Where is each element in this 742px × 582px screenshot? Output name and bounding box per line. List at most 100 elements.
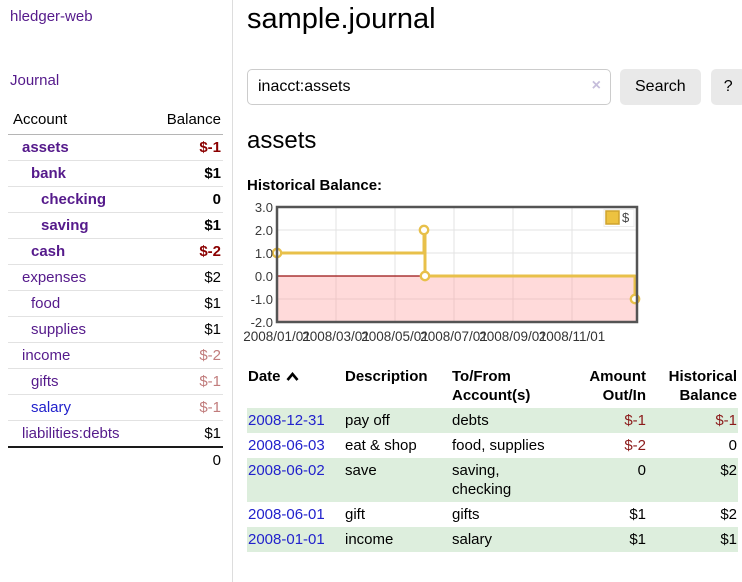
transaction-description: income (345, 531, 394, 548)
transaction-balance: 0 (728, 437, 737, 454)
accounts-total-value: 0 (146, 446, 223, 473)
account-heading: assets (247, 127, 317, 154)
balance-header-line1: Historical (668, 368, 737, 385)
transaction-amount: $-1 (624, 412, 646, 429)
account-balance: $1 (146, 212, 223, 239)
page-title: sample.journal (247, 3, 436, 35)
accounts-header-row: Account Balance (8, 106, 223, 135)
transaction-balance: $-1 (715, 412, 737, 429)
account-link-cash[interactable]: cash (31, 243, 66, 260)
account-balance: $-2 (146, 238, 223, 265)
account-balance: $1 (146, 290, 223, 317)
search-button[interactable]: Search (620, 69, 701, 105)
account-row: cash $-2 (8, 238, 223, 265)
account-link-income[interactable]: income (22, 347, 71, 364)
account-row: checking 0 (8, 186, 223, 213)
register-header-description: Description (344, 365, 451, 408)
account-row: liabilities:debts $1 (8, 420, 223, 447)
y-tick: 2.0 (255, 223, 273, 238)
account-link-checking[interactable]: checking (41, 191, 107, 208)
legend-label: $ (622, 210, 630, 225)
transaction-date-link[interactable]: 2008-06-03 (248, 437, 325, 454)
x-tick: 2008/07/01 (420, 329, 488, 344)
data-point-marker (418, 224, 430, 236)
account-link-bank[interactable]: bank (31, 165, 67, 182)
account-link-supplies[interactable]: supplies (31, 321, 87, 338)
x-tick: 2008/09/01 (479, 329, 547, 344)
account-link-assets[interactable]: assets (22, 139, 69, 156)
accounts-table: Account Balance assets $-1 bank $1 check… (8, 106, 223, 473)
accounts-total-row: 0 (8, 446, 223, 473)
accounts-header-account: Account (8, 106, 147, 135)
account-link-saving[interactable]: saving (41, 217, 89, 234)
account-row: income $-2 (8, 342, 223, 369)
y-tick: 3.0 (255, 200, 273, 215)
register-row: 2008-06-01 gift gifts $1 $2 (247, 502, 738, 527)
accounts-header-line1: To/From (452, 368, 511, 385)
y-tick: -1.0 (251, 292, 273, 307)
help-button[interactable]: ? (710, 69, 742, 105)
plot-border (275, 205, 639, 324)
account-balance: $-2 (146, 342, 223, 369)
account-link-liabilities-debts[interactable]: liabilities:debts (22, 425, 120, 442)
accounts-header-balance: Balance (146, 106, 223, 135)
nav-journal-link[interactable]: Journal (10, 72, 60, 89)
register-row: 2008-01-01 income salary $1 $1 (247, 527, 738, 552)
app-brand-link[interactable]: hledger-web (10, 8, 93, 25)
x-tick: 2008/11/01 (539, 329, 606, 344)
account-row: supplies $1 (8, 316, 223, 343)
account-link-salary[interactable]: salary (31, 399, 72, 416)
register-header-balance: Historical Balance (647, 365, 738, 408)
sort-ascending-icon (286, 371, 299, 381)
account-link-food[interactable]: food (31, 295, 61, 312)
transaction-amount: 0 (637, 462, 646, 479)
account-link-expenses[interactable]: expenses (22, 269, 87, 286)
transaction-date-link[interactable]: 2008-06-02 (248, 462, 325, 479)
transaction-date-link[interactable]: 2008-01-01 (248, 531, 325, 548)
main-content: sample.journal × Search ? assets Histori… (234, 0, 742, 552)
y-tick: 0.0 (255, 269, 273, 284)
transaction-amount: $1 (629, 531, 646, 548)
clear-search-icon[interactable]: × (591, 77, 601, 94)
sidebar: hledger-web Journal Account Balance asse… (0, 0, 233, 582)
account-balance: 0 (146, 186, 223, 213)
register-table: Date Description To/From Account(s) Amou… (247, 365, 738, 552)
register-header-row: Date Description To/From Account(s) Amou… (247, 365, 738, 408)
account-balance: $-1 (146, 394, 223, 421)
account-link-gifts[interactable]: gifts (31, 373, 59, 390)
account-row: expenses $2 (8, 264, 223, 291)
transaction-date-link[interactable]: 2008-06-01 (248, 506, 325, 523)
data-point-marker (419, 270, 431, 282)
account-balance: $1 (146, 160, 223, 187)
transaction-amount: $-2 (624, 437, 646, 454)
register-row: 2008-12-31 pay off debts $-1 $-1 (247, 408, 738, 433)
chart-legend: $ (603, 209, 635, 227)
transaction-balance: $2 (720, 462, 737, 479)
transaction-description: eat & shop (345, 437, 417, 454)
register-row: 2008-06-02 save saving, checking 0 $2 (247, 458, 738, 502)
transaction-description: gift (345, 506, 366, 523)
legend-swatch (605, 210, 620, 225)
transaction-accounts: salary (452, 531, 493, 548)
register-header-amount: Amount Out/In (557, 365, 647, 408)
search-form: × Search ? (247, 69, 742, 105)
transaction-accounts: saving, checking (452, 462, 512, 498)
account-row: gifts $-1 (8, 368, 223, 395)
transaction-date-link[interactable]: 2008-12-31 (248, 412, 325, 429)
account-row: saving $1 (8, 212, 223, 239)
account-balance: $1 (146, 316, 223, 343)
transaction-description: pay off (345, 412, 390, 429)
x-tick: 2008/01/01 (243, 329, 311, 344)
amount-header-line2: Out/In (602, 387, 646, 404)
accounts-header-line2: Account(s) (452, 387, 531, 404)
y-tick: 1.0 (255, 246, 273, 261)
search-input[interactable] (247, 69, 611, 105)
transaction-balance: $2 (720, 506, 737, 523)
account-row: assets $-1 (8, 135, 223, 161)
register-header-accounts: To/From Account(s) (451, 365, 557, 408)
y-tick: -2.0 (251, 315, 273, 330)
transaction-accounts: food, supplies (452, 437, 545, 454)
transaction-accounts: gifts (452, 506, 480, 523)
account-balance: $-1 (146, 368, 223, 395)
register-header-date[interactable]: Date (247, 365, 344, 408)
